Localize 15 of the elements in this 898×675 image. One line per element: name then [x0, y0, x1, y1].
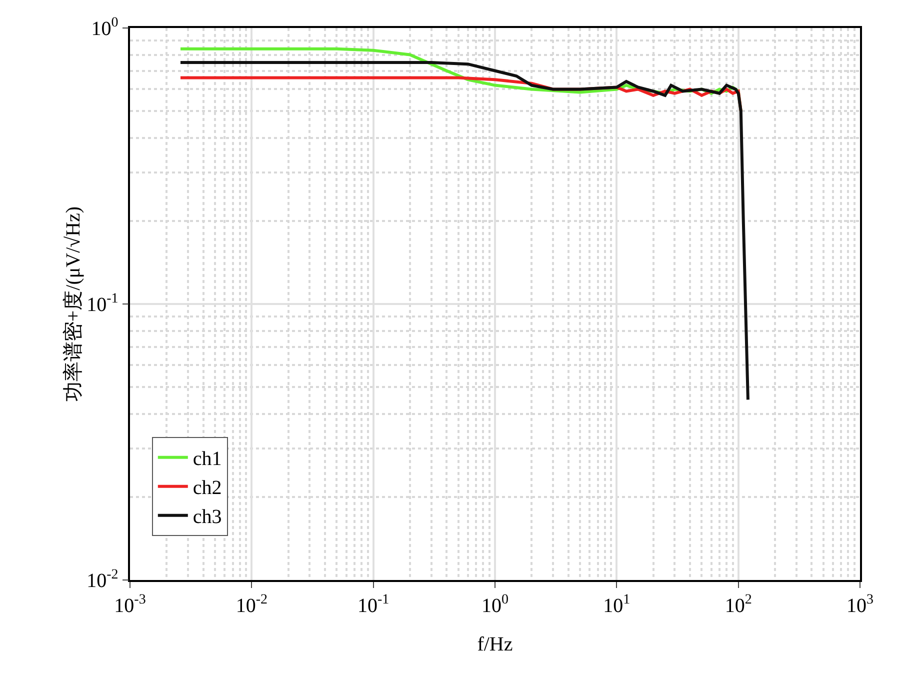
x-tick-label: 10$^{-2}$: [236, 592, 268, 617]
x-tick-label: 10$^{3}$: [846, 592, 874, 617]
y-tick-label: 10$^{-2}$: [86, 568, 118, 592]
legend-label: ch2: [192, 477, 222, 500]
y-tick-label: 10$^{0}$: [91, 16, 118, 40]
x-axis-title: f/Hz: [477, 634, 513, 656]
x-tick-label: 10$^{-1}$: [357, 592, 390, 617]
x-tick-label: 10$^{-3}$: [114, 592, 146, 617]
x-tick-label: 10$^{1}$: [603, 592, 630, 617]
x-tick-label: 10$^{2}$: [724, 592, 752, 617]
y-axis-title: 功率谱密+度/(μV/√Hz): [62, 206, 84, 402]
legend-label: ch3: [192, 506, 222, 528]
x-tick-label: 10$^{0}$: [482, 592, 508, 617]
legend-label: ch1: [192, 448, 222, 470]
y-tick-label: 10$^{-1}$: [86, 292, 118, 316]
